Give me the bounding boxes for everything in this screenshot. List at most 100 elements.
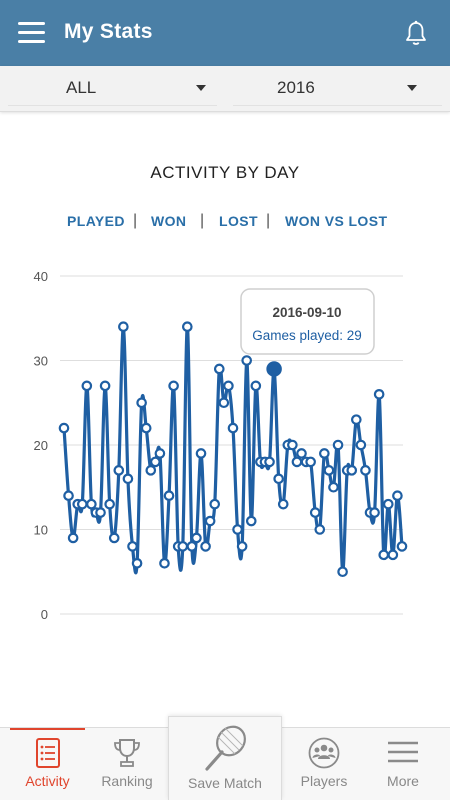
app-header: My Stats bbox=[0, 0, 450, 66]
tab-players[interactable]: Players bbox=[274, 728, 374, 800]
data-point[interactable] bbox=[163, 490, 175, 501]
scope-dropdown[interactable]: ALL bbox=[0, 66, 225, 112]
data-point[interactable] bbox=[223, 380, 234, 392]
data-point[interactable] bbox=[305, 456, 316, 468]
chevron-down-icon bbox=[407, 85, 417, 91]
data-point[interactable] bbox=[396, 541, 408, 552]
data-point[interactable] bbox=[177, 541, 189, 552]
data-point[interactable] bbox=[378, 549, 390, 561]
data-point[interactable] bbox=[99, 380, 111, 392]
chart-title: ACTIVITY BY DAY bbox=[150, 163, 300, 182]
data-point[interactable] bbox=[191, 532, 202, 544]
data-point[interactable] bbox=[136, 397, 147, 409]
y-tick-label: 0 bbox=[41, 607, 48, 622]
highlighted-data-point[interactable] bbox=[266, 361, 282, 377]
tooltip-box bbox=[240, 288, 375, 355]
year-dropdown[interactable]: 2016 bbox=[225, 66, 450, 112]
scope-dropdown-value: ALL bbox=[66, 78, 97, 97]
data-point[interactable] bbox=[250, 380, 262, 392]
chevron-down-icon bbox=[196, 85, 206, 91]
data-point[interactable] bbox=[204, 515, 216, 527]
filter-bar: ALL 2016 bbox=[0, 66, 450, 112]
hamburger-menu-icon[interactable] bbox=[18, 22, 46, 44]
data-point[interactable] bbox=[387, 549, 399, 561]
data-point[interactable] bbox=[264, 456, 275, 468]
data-point[interactable] bbox=[369, 507, 380, 518]
data-point[interactable] bbox=[291, 456, 303, 468]
tab-lost[interactable]: LOST bbox=[219, 213, 258, 229]
data-point[interactable] bbox=[104, 498, 115, 510]
bell-icon[interactable] bbox=[404, 20, 428, 48]
data-point[interactable] bbox=[122, 473, 134, 485]
data-point[interactable] bbox=[232, 524, 243, 535]
trophy-icon bbox=[114, 739, 140, 767]
tab-activity[interactable]: Activity bbox=[0, 728, 95, 800]
y-tick-label: 20 bbox=[34, 438, 48, 453]
data-point[interactable] bbox=[200, 541, 211, 552]
tab-separator: | bbox=[133, 212, 138, 229]
data-point[interactable] bbox=[351, 414, 362, 425]
data-point[interactable] bbox=[113, 465, 125, 476]
chart-tabs: PLAYED | WON | LOST | WON VS LOST bbox=[0, 212, 450, 233]
data-point[interactable] bbox=[392, 490, 403, 501]
data-point[interactable] bbox=[245, 515, 257, 527]
data-point[interactable] bbox=[241, 355, 253, 366]
tab-won-vs-lost[interactable]: WON VS LOST bbox=[285, 213, 388, 229]
data-point[interactable] bbox=[287, 439, 298, 451]
data-point[interactable] bbox=[346, 465, 358, 476]
data-point[interactable] bbox=[213, 363, 225, 375]
data-point[interactable] bbox=[309, 507, 321, 518]
data-point[interactable] bbox=[159, 557, 170, 569]
data-point[interactable] bbox=[168, 380, 179, 392]
data-point[interactable] bbox=[373, 389, 385, 400]
chart-tooltip: 2016-09-10 Games played: 29 bbox=[240, 288, 375, 355]
data-point[interactable] bbox=[58, 422, 70, 434]
data-point[interactable] bbox=[127, 541, 138, 552]
data-point[interactable] bbox=[81, 380, 93, 392]
data-point[interactable] bbox=[236, 541, 248, 552]
data-point[interactable] bbox=[360, 465, 371, 476]
activity-chart[interactable]: 0 10 20 30 40 2016-09-10 Games played: 29 bbox=[0, 255, 450, 635]
data-point[interactable] bbox=[76, 498, 88, 510]
data-point[interactable] bbox=[108, 532, 120, 544]
data-point[interactable] bbox=[328, 481, 339, 493]
data-point[interactable] bbox=[86, 498, 97, 510]
data-point[interactable] bbox=[154, 448, 166, 459]
tab-won[interactable]: WON bbox=[151, 213, 187, 229]
data-point[interactable] bbox=[218, 397, 230, 409]
tooltip-value: Games played: 29 bbox=[252, 328, 362, 343]
tab-more[interactable]: More bbox=[358, 728, 448, 800]
data-point[interactable] bbox=[150, 456, 161, 468]
data-point[interactable] bbox=[182, 321, 193, 332]
tab-ranking[interactable]: Ranking bbox=[82, 728, 172, 800]
data-point[interactable] bbox=[323, 465, 335, 476]
data-point[interactable] bbox=[209, 498, 221, 510]
data-point[interactable] bbox=[332, 439, 344, 451]
tennis-racket-icon bbox=[205, 725, 246, 771]
data-point[interactable] bbox=[63, 490, 74, 501]
data-point[interactable] bbox=[314, 524, 326, 535]
data-point[interactable] bbox=[277, 498, 289, 510]
data-point[interactable] bbox=[118, 321, 129, 332]
dropdown-underline bbox=[8, 105, 217, 106]
data-point[interactable] bbox=[227, 422, 239, 434]
data-point[interactable] bbox=[140, 422, 152, 434]
data-point[interactable] bbox=[67, 532, 79, 544]
tab-played[interactable]: PLAYED bbox=[67, 213, 125, 229]
tab-separator: | bbox=[200, 212, 205, 229]
data-point[interactable] bbox=[296, 448, 307, 459]
more-lines-icon bbox=[388, 741, 418, 763]
tab-save-match[interactable]: Save Match bbox=[168, 716, 282, 800]
data-point[interactable] bbox=[337, 566, 348, 578]
data-point[interactable] bbox=[382, 498, 394, 510]
data-point[interactable] bbox=[131, 557, 143, 569]
y-tick-label: 40 bbox=[34, 269, 48, 284]
tab-separator: | bbox=[266, 212, 271, 229]
data-point[interactable] bbox=[319, 448, 330, 459]
data-point[interactable] bbox=[95, 507, 106, 518]
data-point[interactable] bbox=[273, 473, 284, 485]
data-point[interactable] bbox=[186, 541, 198, 552]
data-point[interactable] bbox=[355, 439, 367, 451]
data-point[interactable] bbox=[145, 465, 157, 476]
data-point[interactable] bbox=[195, 448, 207, 459]
